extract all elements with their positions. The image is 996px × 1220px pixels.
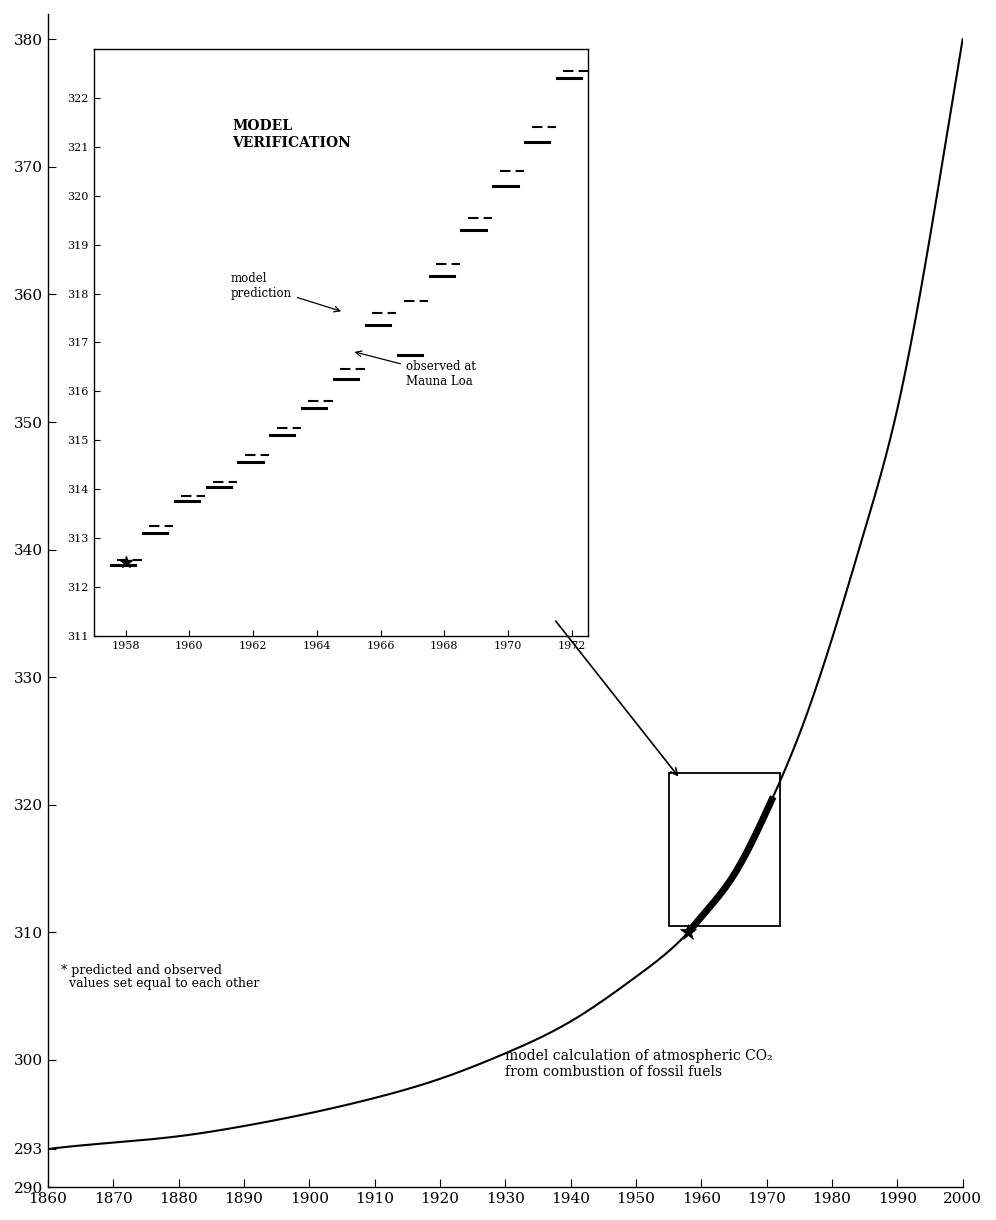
Text: model calculation of atmospheric CO₂
from combustion of fossil fuels: model calculation of atmospheric CO₂ fro… (505, 1049, 773, 1078)
Bar (668, 772, 780, 926)
Text: values set equal to each other: values set equal to each other (61, 977, 259, 989)
Text: * predicted and observed: * predicted and observed (61, 964, 222, 977)
